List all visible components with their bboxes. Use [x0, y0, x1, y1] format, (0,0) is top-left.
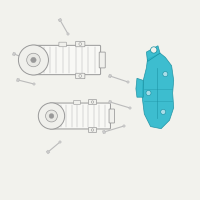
Circle shape [38, 103, 65, 129]
Polygon shape [46, 150, 50, 154]
Polygon shape [142, 53, 174, 129]
FancyBboxPatch shape [59, 42, 66, 47]
Circle shape [49, 114, 54, 118]
Circle shape [151, 47, 157, 53]
FancyBboxPatch shape [76, 73, 85, 79]
Circle shape [146, 90, 151, 96]
Polygon shape [102, 130, 106, 134]
FancyBboxPatch shape [74, 100, 80, 104]
Circle shape [129, 107, 131, 109]
Circle shape [127, 81, 129, 83]
Polygon shape [12, 52, 16, 56]
Circle shape [59, 141, 61, 143]
FancyBboxPatch shape [99, 52, 105, 68]
Circle shape [46, 110, 57, 122]
FancyBboxPatch shape [88, 100, 97, 104]
FancyBboxPatch shape [88, 128, 97, 132]
Polygon shape [136, 78, 143, 97]
Circle shape [123, 125, 125, 127]
Circle shape [27, 53, 40, 67]
Circle shape [91, 101, 94, 103]
Polygon shape [108, 74, 112, 78]
FancyBboxPatch shape [109, 109, 114, 123]
FancyBboxPatch shape [50, 103, 110, 129]
Polygon shape [108, 100, 112, 104]
Circle shape [79, 75, 82, 77]
Circle shape [163, 72, 168, 77]
FancyBboxPatch shape [76, 41, 85, 47]
Polygon shape [58, 18, 62, 22]
Circle shape [67, 33, 69, 35]
Polygon shape [16, 78, 20, 82]
FancyBboxPatch shape [31, 45, 101, 75]
Polygon shape [146, 46, 160, 62]
Circle shape [33, 83, 35, 85]
Circle shape [91, 129, 94, 131]
Circle shape [79, 43, 82, 45]
Circle shape [29, 59, 31, 61]
Circle shape [161, 109, 166, 114]
Circle shape [31, 57, 36, 63]
Circle shape [18, 45, 48, 75]
